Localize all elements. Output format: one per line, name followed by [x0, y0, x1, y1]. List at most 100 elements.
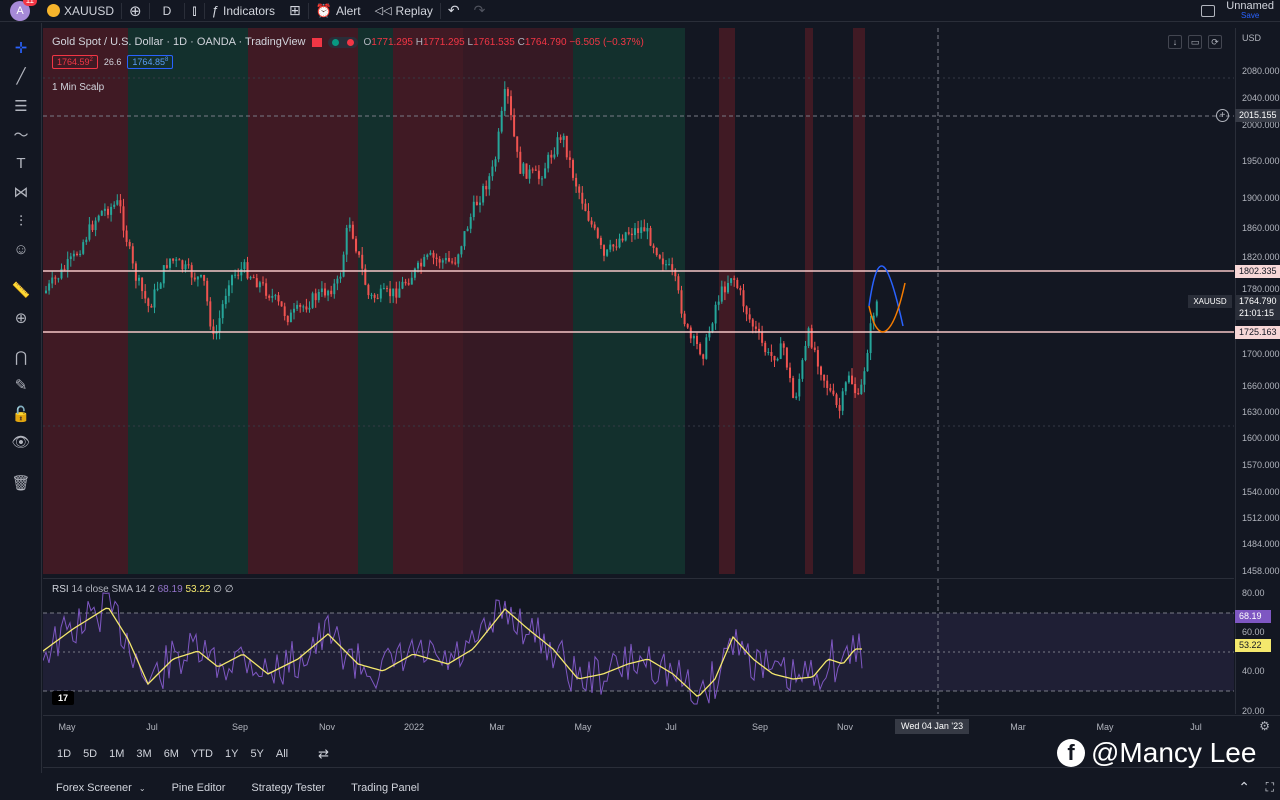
candle-body [162, 265, 165, 284]
fib-tool-icon[interactable]: ☰ [14, 98, 28, 115]
indicators-button[interactable]: ƒ Indicators [205, 0, 282, 22]
alert-button[interactable]: ⏰ Alert [309, 0, 368, 22]
redo-icon: ↷ [473, 2, 486, 18]
templates-button[interactable]: ⊞ [282, 0, 308, 22]
magnet-icon[interactable]: ⋂ [14, 349, 28, 366]
emoji-tool-icon[interactable]: ☺ [13, 240, 29, 258]
range-1y[interactable]: 1Y [224, 747, 239, 760]
range-ytd[interactable]: YTD [190, 747, 213, 760]
maximize-panel-icon[interactable]: ⛶ [1265, 780, 1274, 794]
candle-body [677, 276, 680, 291]
refresh-icon[interactable]: ⟳ [1208, 35, 1222, 49]
range-3m[interactable]: 3M [136, 747, 152, 760]
range-6m[interactable]: 6M [163, 747, 179, 760]
collapse-panel-icon[interactable]: ⌃ [1238, 779, 1250, 795]
candle-body [88, 224, 91, 240]
axis-settings-icon[interactable]: ⚙ [1259, 719, 1270, 733]
compare-symbol-button[interactable]: ⊕ [122, 0, 149, 22]
range-all[interactable]: All [275, 747, 289, 760]
range-5y[interactable]: 5Y [250, 747, 264, 760]
symbol-title: Gold Spot / U.S. Dollar · 1D · OANDA · T… [52, 36, 306, 48]
zoom-in-icon[interactable]: ⊕ [14, 310, 28, 327]
candle-body [801, 360, 804, 379]
tab-trading-panel[interactable]: Trading Panel [351, 782, 420, 794]
prediction-tool-icon[interactable]: ⫶ [19, 212, 23, 230]
chart-type-button[interactable]: ⫾ [185, 0, 203, 22]
tab-forex-screener[interactable]: Forex Screener ⌄ [43, 782, 159, 794]
last-price-value: 1764.790 [1239, 296, 1277, 306]
candle-body [736, 279, 739, 289]
trend-line-tool-icon[interactable]: ╱ [16, 68, 26, 85]
range-1m[interactable]: 1M [109, 747, 125, 760]
eye-icon[interactable]: 👁 [11, 434, 31, 451]
candle-body [277, 295, 280, 302]
replay-button[interactable]: ◁◁ Replay [368, 0, 440, 22]
user-avatar[interactable]: A 11 [10, 0, 37, 21]
layout-icon-button[interactable] [1194, 0, 1222, 22]
tab-strategy-tester[interactable]: Strategy Tester [251, 782, 326, 794]
candle-body [832, 390, 835, 395]
interval-button[interactable]: D [150, 0, 185, 22]
tab-pine-editor[interactable]: Pine Editor [171, 782, 226, 794]
candle-body [572, 160, 574, 178]
candle-body [258, 282, 261, 288]
maximize-icon[interactable]: ▭ [1188, 35, 1202, 49]
time-tick-label: Mar [1010, 722, 1026, 732]
candle-body [630, 233, 633, 236]
candle-body [863, 371, 866, 385]
symbol-search-button[interactable]: XAUUSD [40, 0, 121, 22]
time-tick-label: Jul [665, 722, 677, 732]
crosshair-add-icon[interactable]: + [1216, 109, 1229, 122]
candle-body [767, 352, 770, 354]
time-axis[interactable]: May Jul Sep Nov 2022 Mar May Jul Sep Nov Mar May Jul… [43, 715, 1280, 739]
candle-body [544, 168, 547, 179]
candle-body [575, 177, 578, 187]
candle-body [823, 374, 826, 381]
price-chart[interactable]: Gold Spot / U.S. Dollar · 1D · OANDA · T… [43, 28, 1234, 574]
candle-body [181, 260, 184, 270]
range-5d[interactable]: 5D [83, 747, 98, 760]
candle-body [708, 331, 711, 338]
brush-tool-icon[interactable]: 〜 [13, 126, 29, 144]
rsi-pane[interactable]: RSI 14 close SMA 14 2 68.19 53.22 ∅ ∅ 17 [43, 578, 1234, 714]
candle-body [389, 288, 392, 297]
sell-price-button[interactable]: 1764.592 [52, 55, 98, 69]
currency-label[interactable]: USD [1242, 33, 1262, 43]
layout-name-button[interactable]: Unnamed Save [1226, 1, 1274, 21]
candle-body [485, 186, 488, 190]
redo-button[interactable]: ↷ [467, 0, 493, 22]
candle-body [376, 297, 379, 299]
pattern-tool-icon[interactable]: ⋈ [13, 184, 29, 201]
candle-body [438, 258, 441, 263]
candle-body [110, 206, 113, 215]
candle-body [668, 264, 671, 266]
market-status-toggle[interactable] [327, 36, 358, 48]
candle-body [835, 394, 838, 406]
arrow-down-icon[interactable]: ↓ [1168, 35, 1182, 49]
candle-body [488, 176, 491, 190]
candle-body [463, 231, 466, 247]
candle-body [720, 286, 723, 302]
price-tick-label: 2040.000 [1242, 93, 1280, 103]
text-tool-icon[interactable]: T [16, 154, 26, 172]
go-to-date-icon[interactable]: ⇄ [318, 745, 330, 761]
undo-button[interactable]: ↶ [441, 0, 467, 22]
candle-body [373, 294, 376, 298]
candle-body [699, 343, 702, 355]
range-1d[interactable]: 1D [57, 747, 72, 760]
candle-body [125, 230, 128, 242]
buy-price-button[interactable]: 1764.858 [127, 55, 174, 69]
candle-body [807, 328, 810, 346]
low-value: 1761.535 [473, 36, 515, 48]
price-axis[interactable]: USD 2080.000 2040.000 2000.000 1950.000 1900… [1235, 28, 1280, 716]
lock-icon[interactable]: 🔓 [11, 406, 31, 423]
ruler-tool-icon[interactable]: 📏 [11, 282, 31, 299]
crosshair-tool-icon[interactable]: ✛ [14, 40, 28, 57]
candle-body [841, 391, 844, 411]
candle-body [413, 268, 416, 278]
stay-drawing-icon[interactable]: ✎ [14, 377, 28, 394]
trash-icon[interactable]: 🗑 [11, 475, 31, 492]
candle-body [609, 244, 612, 250]
candle-body [246, 262, 249, 279]
candle-body [196, 276, 199, 280]
